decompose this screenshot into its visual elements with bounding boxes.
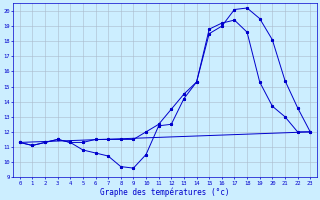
X-axis label: Graphe des températures (°c): Graphe des températures (°c): [100, 187, 230, 197]
